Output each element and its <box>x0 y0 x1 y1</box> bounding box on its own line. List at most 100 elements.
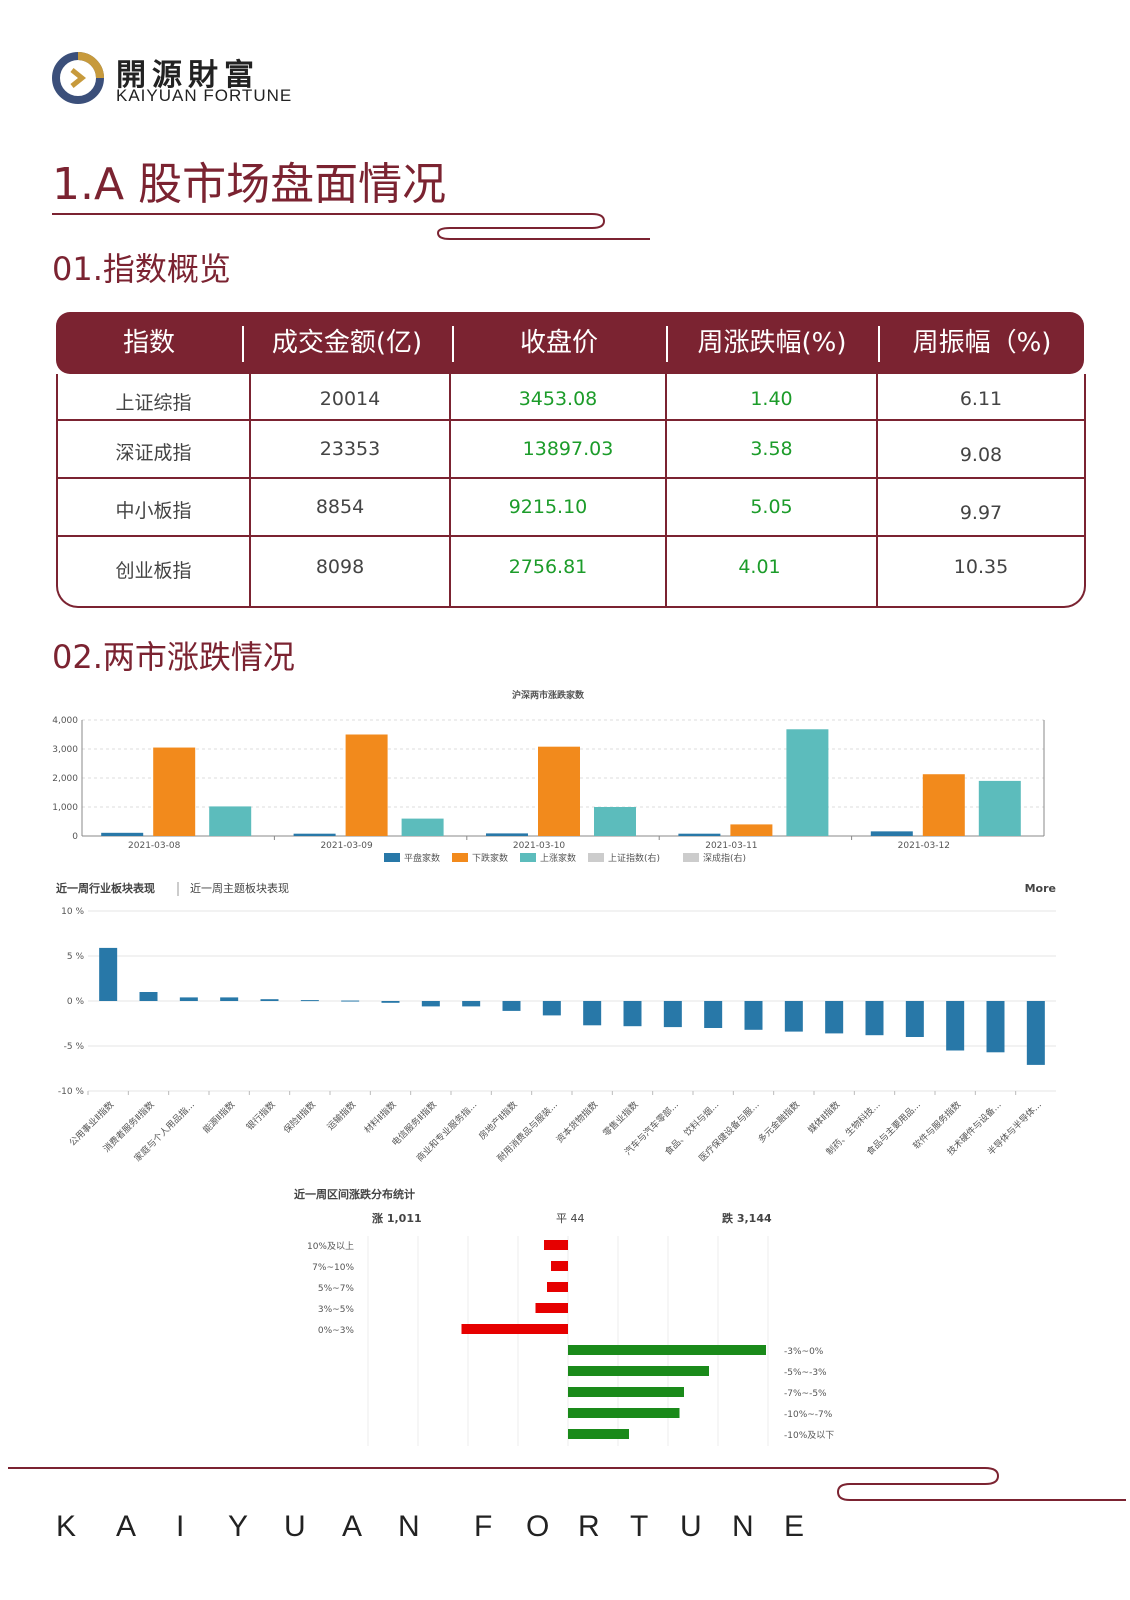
up-dist-bar <box>547 1282 568 1292</box>
industry-bar <box>905 1001 924 1037</box>
legend-swatch <box>520 853 536 862</box>
industry-bar <box>663 1001 682 1028</box>
x-tick-label: 保险Ⅱ指数 <box>281 1099 318 1136</box>
y-tick-label: 4,000 <box>52 716 78 726</box>
up-range-label: 5%~7% <box>318 1284 355 1294</box>
legend-swatch <box>452 853 468 862</box>
bar-下跌家数 <box>153 747 196 836</box>
footer-letter: Y <box>228 1510 249 1543</box>
down-dist-bar <box>568 1387 684 1397</box>
y-tick-label: -10 % <box>58 1087 85 1097</box>
industry-bar <box>542 1001 561 1016</box>
x-tick-label: 2021-03-08 <box>128 841 181 851</box>
row-amount: 23353 <box>319 438 381 460</box>
footer-letter: N <box>398 1510 420 1543</box>
x-tick-label: 媒体Ⅱ指数 <box>805 1099 842 1136</box>
footer-letter: A <box>116 1510 137 1543</box>
bar-平盘家数 <box>101 832 144 836</box>
footer-letter: F <box>474 1510 493 1543</box>
row-amplitude: 6.11 <box>959 388 1003 410</box>
industry-bar <box>946 1001 965 1051</box>
industry-bar <box>260 999 279 1001</box>
down-range-label: -5%~-3% <box>784 1368 827 1378</box>
bar-上涨家数 <box>209 806 252 836</box>
up-range-label: 7%~10% <box>312 1263 354 1273</box>
footer-letter: I <box>176 1510 185 1543</box>
down-range-label: -10%及以下 <box>784 1430 834 1441</box>
footer-letter: T <box>630 1510 649 1543</box>
x-tick-label: 材料Ⅱ指数 <box>362 1099 399 1136</box>
up-range-label: 3%~5% <box>318 1305 355 1315</box>
index-overview-table: 指数 成交金额(亿) 收盘价 周涨跌幅(%) 周振幅（%) 上证综指 20014… <box>56 312 1086 608</box>
chart-title: 沪深两市涨跌家数 <box>512 689 585 701</box>
y-tick-label: 0 <box>72 832 78 842</box>
header-amount: 成交金额(亿) <box>271 328 423 358</box>
row-name: 中小板指 <box>115 500 192 522</box>
industry-bar <box>300 1000 319 1002</box>
bar-平盘家数 <box>870 831 913 836</box>
down-dist-bar <box>568 1408 680 1418</box>
industry-bar <box>99 947 118 1001</box>
industry-performance-chart: 近一周行业板块表现 近一周主题板块表现 More 10 % 5 % 0 % -5 % -10 … <box>56 881 1056 1164</box>
row-close: 2756.81 <box>508 556 588 578</box>
row-change: 3.58 <box>750 438 793 460</box>
row-amount: 8854 <box>315 496 365 518</box>
down-range-label: -10%~-7% <box>784 1410 833 1420</box>
x-tick-label: 运输指数 <box>324 1099 358 1133</box>
summary-down: 跌 3,144 <box>722 1211 772 1225</box>
legend-label: 深成指(右) <box>703 852 746 864</box>
industry-bar <box>421 1001 440 1007</box>
bar-下跌家数 <box>538 746 580 836</box>
footer-letter: K <box>56 1510 77 1543</box>
y-tick-label: -5 % <box>64 1042 85 1052</box>
down-dist-bar <box>568 1429 629 1439</box>
brand-name-cn: 開源財富 <box>116 58 260 93</box>
x-tick-label: 零售业指数 <box>600 1099 640 1139</box>
chart-title: 近一周区间涨跌分布统计 <box>294 1187 415 1201</box>
industry-bar <box>341 1000 360 1002</box>
down-range-label: -7%~-5% <box>784 1389 827 1399</box>
subsection-title-index: 01.指数概览 <box>52 250 231 288</box>
bar-上涨家数 <box>786 729 829 836</box>
row-close: 3453.08 <box>518 388 598 410</box>
more-link: More <box>1025 882 1056 895</box>
legend-label: 下跌家数 <box>472 852 508 864</box>
up-range-label: 0%~3% <box>318 1326 355 1336</box>
row-amplitude: 10.35 <box>953 556 1009 578</box>
industry-bar <box>825 1001 844 1034</box>
row-change: 1.40 <box>750 388 793 410</box>
row-amplitude: 9.97 <box>959 502 1003 524</box>
updown-count-chart: 沪深两市涨跌家数 4,000 3,000 2,000 1,000 0 2021-03-08 2… <box>52 689 1045 864</box>
tab-industry: 近一周行业板块表现 <box>56 881 155 895</box>
header-amplitude: 周振幅（%) <box>912 328 1052 358</box>
row-change: 4.01 <box>738 556 781 578</box>
legend-swatch <box>588 853 604 862</box>
industry-bar <box>381 1001 400 1003</box>
bar-上涨家数 <box>401 818 444 836</box>
summary-flat: 平 44 <box>556 1212 585 1225</box>
x-tick-label: 2021-03-12 <box>898 841 950 851</box>
footer-letter: N <box>732 1510 754 1543</box>
kaiyuan-logo <box>52 52 104 104</box>
x-tick-label: 多元金融指数 <box>755 1099 802 1146</box>
table-body: 上证综指 20014 3453.08 1.40 6.11 深证成指 23353 … <box>56 374 1086 608</box>
y-tick-label: 3,000 <box>52 745 78 755</box>
up-dist-bar <box>535 1303 568 1313</box>
up-dist-bar <box>461 1324 568 1334</box>
down-dist-bar <box>568 1345 766 1355</box>
bar-上涨家数 <box>594 807 636 836</box>
bar-平盘家数 <box>293 833 336 836</box>
bar-下跌家数 <box>345 734 388 836</box>
header-index: 指数 <box>122 328 175 358</box>
industry-bar <box>139 992 158 1001</box>
x-tick-label: 资本货物指数 <box>554 1099 601 1146</box>
y-tick-label: 0 % <box>67 997 85 1007</box>
subsection-title-market: 02.两市涨跌情况 <box>52 638 295 676</box>
brand-name-en: KAIYUAN FORTUNE <box>116 86 293 105</box>
summary-up: 涨 1,011 <box>372 1211 422 1225</box>
footer-letter: U <box>680 1510 702 1543</box>
row-change: 5.05 <box>750 496 793 518</box>
industry-bar <box>179 997 198 1001</box>
tab-theme: 近一周主题板块表现 <box>190 881 289 895</box>
